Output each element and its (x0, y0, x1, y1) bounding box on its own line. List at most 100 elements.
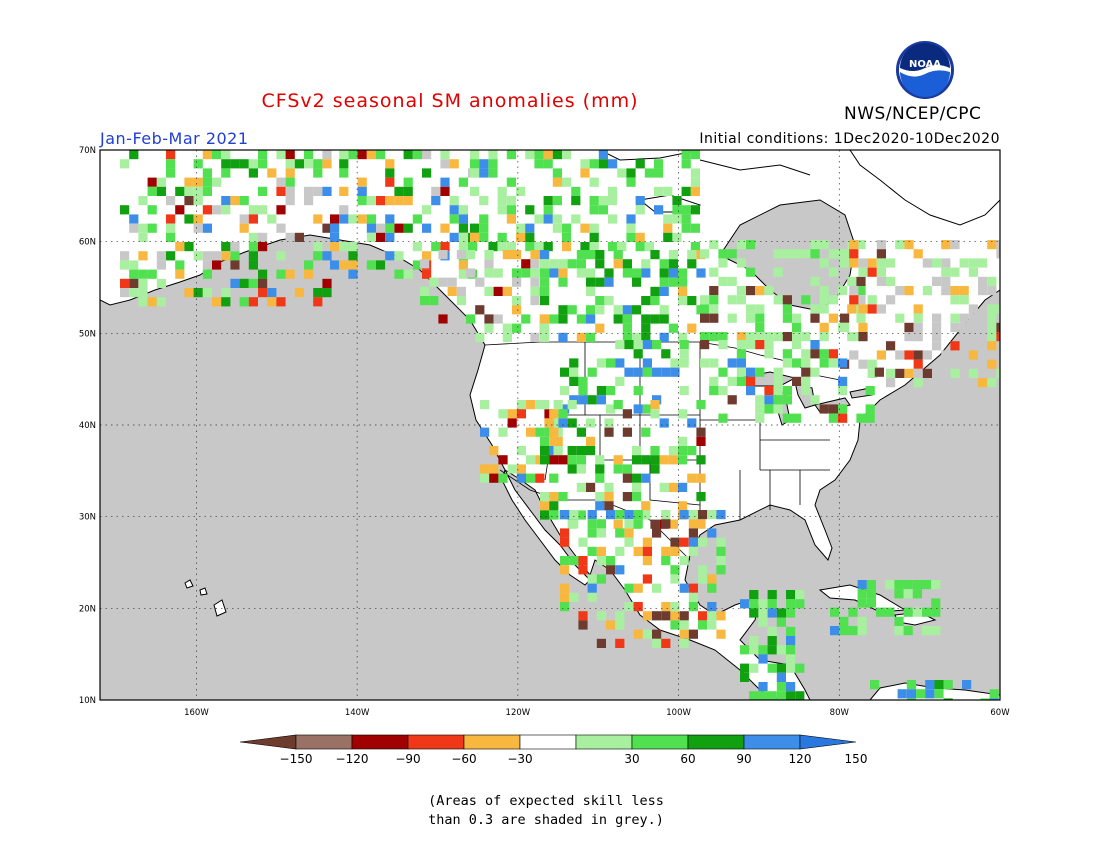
anomaly-cell (412, 260, 422, 270)
anomaly-cell (587, 592, 597, 602)
anomaly-cell (650, 296, 660, 306)
anomaly-cell (943, 698, 953, 700)
anomaly-cell (366, 196, 376, 206)
anomaly-cell (913, 368, 923, 378)
anomaly-cell (709, 332, 719, 342)
anomaly-cell (552, 214, 562, 224)
anomaly-cell (571, 186, 581, 196)
anomaly-cell (512, 323, 522, 333)
anomaly-cell (604, 277, 614, 287)
anomaly-cell (202, 168, 212, 178)
anomaly-cell (819, 286, 829, 296)
anomaly-cell (764, 395, 774, 405)
anomaly-cell (304, 186, 314, 196)
anomaly-cell (586, 418, 596, 428)
anomaly-cell (838, 358, 848, 368)
anomaly-cell (586, 250, 596, 260)
anomaly-cell (489, 464, 499, 474)
anomaly-cell (175, 205, 185, 215)
anomaly-cell (339, 260, 349, 270)
anomaly-cell (512, 277, 522, 287)
anomaly-cell (606, 620, 616, 630)
anomaly-cell (652, 367, 662, 377)
anomaly-cell (996, 240, 1000, 250)
anomaly-cell (431, 242, 441, 252)
anomaly-cell (679, 537, 689, 547)
lon-tick-label: 80W (830, 708, 850, 718)
anomaly-cell (652, 611, 662, 621)
anomaly-cell (886, 341, 896, 351)
longitude-labels: 160W 140W 120W 100W 80W 60W (184, 708, 1010, 718)
anomaly-cell (858, 332, 868, 342)
anomaly-cell (670, 574, 680, 584)
anomaly-cell (635, 159, 645, 169)
anomaly-cell (613, 314, 623, 324)
anomaly-cell (795, 590, 805, 600)
anomaly-cell (549, 455, 559, 465)
anomaly-cell (540, 277, 550, 287)
anomaly-cell (987, 341, 997, 351)
anomaly-cell (895, 240, 905, 250)
legend-label: −30 (507, 752, 532, 766)
anomaly-cell (357, 177, 367, 187)
anomaly-cell (502, 250, 512, 260)
anomaly-cell (497, 232, 507, 242)
anomaly-cell (959, 258, 969, 268)
legend-color-box (407, 734, 465, 750)
anomaly-cell (709, 267, 719, 277)
anomaly-cell (700, 332, 710, 342)
anomaly-cell (696, 473, 706, 483)
anomaly-cell (912, 580, 922, 590)
anomaly-cell (484, 323, 494, 333)
anomaly-cell (633, 349, 643, 359)
anomaly-cell (996, 368, 1000, 378)
anomaly-cell (786, 599, 796, 609)
anomaly-cell (525, 232, 535, 242)
anomaly-cell (913, 322, 923, 332)
anomaly-cell (506, 196, 516, 206)
anomaly-cell (795, 599, 805, 609)
anomaly-cell (376, 260, 386, 270)
anomaly-cell (549, 409, 559, 419)
anomaly-cell (615, 611, 625, 621)
anomaly-cell (589, 196, 599, 206)
anomaly-cell (449, 205, 459, 215)
anomaly-cell (968, 368, 978, 378)
anomaly-cell (147, 186, 157, 196)
anomaly-cell (466, 250, 476, 260)
anomaly-cell (906, 680, 916, 690)
anomaly-cell (366, 232, 376, 242)
map-frame (99, 149, 1001, 701)
anomaly-cell (258, 278, 268, 288)
anomaly-cell (156, 260, 166, 270)
anomaly-cell (838, 404, 848, 414)
anomaly-cell (615, 376, 625, 386)
legend-arrow-right (799, 734, 857, 750)
anomaly-cell (560, 592, 570, 602)
anomaly-cell (458, 260, 468, 270)
anomaly-cell (385, 196, 395, 206)
anomaly-cell (544, 427, 554, 437)
anomaly-cell (239, 196, 249, 206)
anomaly-cell (746, 367, 756, 377)
anomaly-cell (470, 223, 480, 233)
anomaly-cell (707, 510, 717, 520)
anomaly-cell (502, 332, 512, 342)
anomaly-cell (792, 332, 802, 342)
anomaly-cell (678, 286, 688, 296)
anomaly-cell (458, 269, 468, 279)
anomaly-cell (540, 332, 550, 342)
anomaly-cell (615, 358, 625, 368)
anomaly-cell (449, 214, 459, 224)
anomaly-cell (767, 590, 777, 600)
anomaly-cell (357, 196, 367, 206)
anomaly-cell (543, 150, 553, 160)
anomaly-cell (613, 250, 623, 260)
anomaly-cell (830, 607, 840, 617)
anomaly-cell (668, 519, 678, 529)
anomaly-cell (576, 427, 586, 437)
anomaly-cell (576, 455, 586, 465)
legend-label: 60 (680, 752, 695, 766)
anomaly-cell (576, 482, 586, 492)
